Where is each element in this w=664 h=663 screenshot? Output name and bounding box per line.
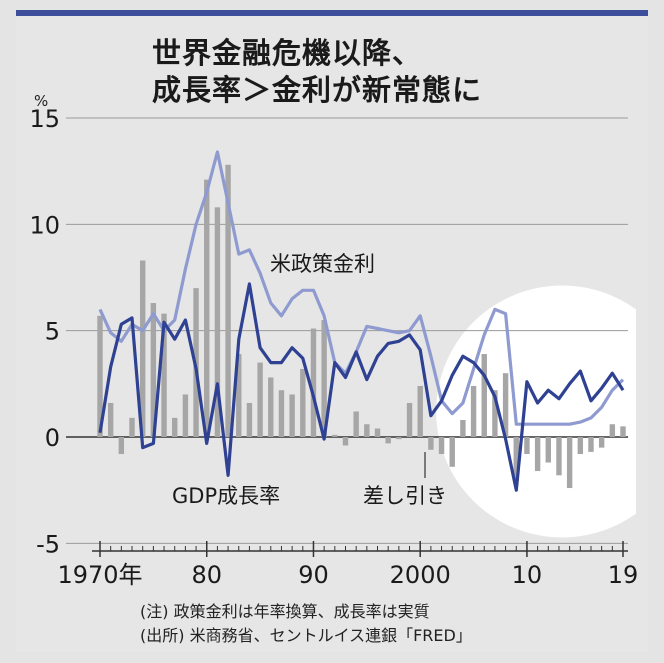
difference-bar xyxy=(481,354,487,437)
chart-title-line1: 世界金融危機以降、 xyxy=(152,36,423,70)
difference-bar xyxy=(353,411,359,437)
difference-bar xyxy=(577,437,584,455)
y-tick-label: 0 xyxy=(45,424,60,452)
difference-bar xyxy=(502,373,509,437)
difference-bar xyxy=(566,437,573,489)
difference-bar xyxy=(417,385,423,437)
highlight-circle xyxy=(436,285,636,538)
difference-bar xyxy=(289,394,295,437)
difference-bar xyxy=(556,437,562,476)
gdp-growth-line xyxy=(98,282,625,492)
y-axis-unit: % xyxy=(34,92,49,110)
difference-bar xyxy=(321,320,327,437)
difference-bar xyxy=(598,437,605,448)
difference-bar xyxy=(150,303,157,437)
policy-rate-line xyxy=(98,150,625,426)
y-tick-label: -5 xyxy=(36,530,60,558)
difference-bar xyxy=(278,390,285,437)
difference-bar xyxy=(107,402,114,437)
difference-bar xyxy=(246,402,253,437)
difference-bar xyxy=(449,437,455,467)
y-tick-label: 15 xyxy=(29,105,60,133)
footnote-source: (出所) 米商務省、セントルイス連銀「FRED」 xyxy=(140,626,472,645)
difference-bar xyxy=(396,437,402,440)
chart-title-line2: 成長率＞金利が新常態に xyxy=(152,73,483,107)
y-tick-label: 5 xyxy=(45,318,60,346)
x-tick-label: 80 xyxy=(191,561,222,589)
difference-bar xyxy=(129,417,135,437)
difference-bar xyxy=(300,368,306,437)
difference-bar xyxy=(97,315,103,437)
difference-bar xyxy=(214,207,221,437)
difference-bar xyxy=(438,437,445,455)
difference-bar xyxy=(332,434,338,437)
difference-bar xyxy=(385,437,391,444)
difference-bar xyxy=(257,362,263,437)
policy-rate-annotation: 米政策金利 xyxy=(270,252,375,276)
difference-bar xyxy=(620,426,626,437)
difference-bar xyxy=(470,385,477,437)
difference-bar xyxy=(545,437,551,463)
x-tick-label: 1970年 xyxy=(57,561,142,589)
difference-bar xyxy=(534,437,541,472)
difference-bar xyxy=(225,164,231,437)
difference-bar xyxy=(609,424,616,437)
difference-bar xyxy=(513,437,519,480)
difference-bar xyxy=(118,437,125,455)
difference-bar xyxy=(460,419,466,437)
difference-bar xyxy=(236,354,242,437)
difference-bar xyxy=(524,437,530,455)
difference-bar xyxy=(268,377,274,437)
x-tick-label: 2000 xyxy=(390,561,451,589)
difference-bar xyxy=(588,437,594,452)
difference-bar xyxy=(342,437,349,446)
gdp-growth-annotation: GDP成長率 xyxy=(172,484,280,508)
difference-bar xyxy=(172,417,178,437)
top-accent-bar xyxy=(16,10,648,16)
difference-annotation: 差し引き xyxy=(363,484,447,508)
difference-bar xyxy=(182,394,189,437)
difference-bar xyxy=(204,179,210,437)
x-tick-label: 90 xyxy=(298,561,329,589)
x-tick-label: 19 xyxy=(608,561,639,589)
difference-bar xyxy=(492,390,498,437)
difference-bar xyxy=(428,437,434,450)
y-tick-label: 10 xyxy=(29,211,60,239)
difference-bar xyxy=(139,260,146,437)
x-tick-label: 10 xyxy=(512,561,543,589)
difference-bar xyxy=(364,424,370,437)
footnote-note: (注) 政策金利は年率換算、成長率は実質 xyxy=(140,602,430,621)
difference-bar xyxy=(310,328,317,437)
difference-bar xyxy=(374,428,381,437)
difference-bar xyxy=(161,313,167,437)
difference-bar xyxy=(406,402,413,437)
